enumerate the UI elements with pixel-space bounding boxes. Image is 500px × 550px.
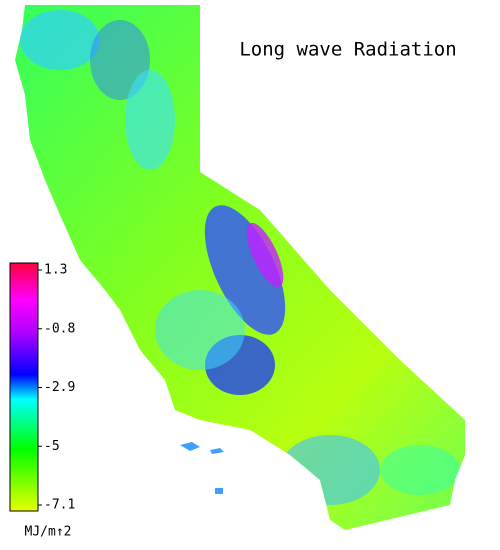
colorbar-tick-label: -5 bbox=[44, 439, 60, 454]
colorbar-tick-label: -2.9 bbox=[44, 380, 75, 395]
map-title: Long wave Radiation bbox=[239, 39, 456, 61]
colorbar-tick-label: 1.3 bbox=[44, 263, 67, 278]
islands bbox=[180, 442, 224, 494]
colorbar bbox=[9, 262, 39, 512]
colorbar-ticks: 1.3 -0.8 -2.9 -5 -7.1 bbox=[38, 263, 75, 513]
colorbar-tick-label: -0.8 bbox=[44, 321, 75, 336]
colorbar-label: MJ/m↑2 bbox=[25, 525, 72, 540]
colorbar-tick-label: -7.1 bbox=[44, 498, 75, 513]
